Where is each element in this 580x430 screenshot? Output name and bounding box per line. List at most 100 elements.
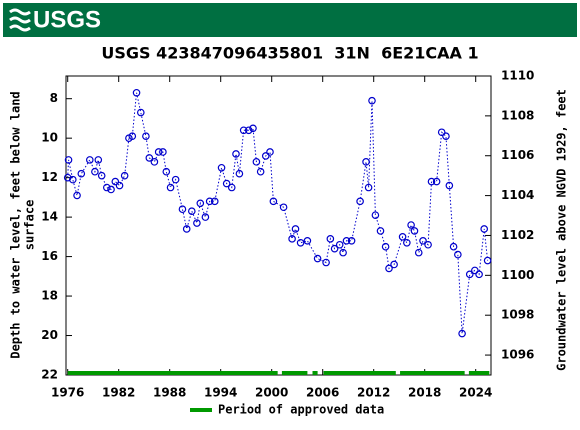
data-point — [432, 177, 441, 186]
x-tick-label: 1976 — [51, 386, 84, 400]
data-point — [296, 238, 305, 247]
data-point — [381, 242, 390, 251]
x-tick-label: 2006 — [306, 386, 339, 400]
y2-tick-label: 1100 — [501, 268, 534, 282]
data-point — [454, 250, 462, 259]
data-point — [249, 124, 257, 133]
data-point — [424, 240, 432, 249]
plot-frame — [65, 75, 492, 376]
approved-period — [312, 371, 318, 375]
data-point — [326, 235, 335, 243]
data-point — [239, 126, 248, 135]
y-tick-label: 10 — [41, 131, 58, 145]
data-point — [269, 197, 278, 206]
data-point — [347, 236, 356, 245]
data-point — [210, 197, 219, 206]
data-point — [137, 108, 145, 117]
data-point — [480, 225, 489, 233]
data-point — [261, 152, 270, 160]
data-point — [232, 150, 240, 158]
data-point — [390, 260, 398, 269]
data-point — [182, 225, 191, 233]
data-point — [217, 163, 226, 172]
x-tick-label: 2024 — [459, 386, 492, 400]
data-point — [107, 185, 115, 194]
data-point — [171, 175, 180, 184]
data-point — [364, 183, 373, 192]
data-point — [145, 154, 154, 162]
data-point — [115, 181, 124, 190]
data-point — [371, 211, 380, 219]
data-point — [178, 205, 187, 214]
data-point — [449, 242, 458, 251]
data-point — [475, 270, 483, 279]
data-point — [201, 213, 210, 221]
data-point — [266, 148, 274, 156]
x-tick-label: 2012 — [357, 386, 390, 400]
data-point — [291, 225, 300, 233]
y-tick-label: 12 — [41, 170, 58, 184]
data-point — [414, 248, 423, 257]
y2-axis-label: Groundwater level above NGVD 1929, feet — [555, 89, 569, 371]
y-tick-label: 14 — [41, 210, 58, 224]
data-point — [196, 199, 205, 208]
y2-tick-label: 1096 — [501, 348, 534, 362]
data-point — [91, 167, 99, 176]
data-point — [193, 219, 201, 227]
data-point — [128, 132, 137, 140]
data-point — [63, 173, 72, 182]
data-point — [73, 191, 81, 200]
y2-tick-label: 1102 — [501, 228, 534, 242]
data-point — [154, 148, 163, 156]
x-tick-label: 2000 — [255, 386, 288, 400]
y2-tick-label: 1098 — [501, 308, 534, 322]
legend-label: Period of approved data — [218, 403, 384, 417]
approved-period — [468, 371, 490, 375]
data-point — [252, 158, 261, 166]
data-point — [279, 203, 288, 212]
y2-tick-label: 1106 — [501, 148, 534, 162]
y-tick-label: 20 — [41, 328, 58, 342]
data-point — [222, 179, 231, 188]
data-point — [205, 197, 214, 206]
approved-period — [281, 371, 308, 375]
x-tick-label: 1988 — [153, 386, 186, 400]
data-point — [103, 183, 111, 192]
data-point — [256, 167, 265, 176]
data-point — [398, 233, 407, 241]
y2-tick-label: 1104 — [501, 188, 534, 202]
x-tick-label: 2018 — [408, 386, 441, 400]
data-point — [94, 156, 103, 164]
data-point — [458, 329, 466, 338]
data-point — [442, 132, 450, 140]
data-point — [288, 235, 296, 243]
data-point — [188, 207, 196, 215]
data-point — [244, 126, 253, 135]
approved-period — [400, 371, 465, 375]
data-point — [335, 240, 344, 249]
chart-title: USGS 423847096435801 31N 6E21CAA 1 — [101, 44, 478, 63]
data-point — [162, 167, 171, 176]
data-point — [97, 171, 106, 180]
data-point — [227, 183, 236, 192]
header-bar — [3, 3, 577, 37]
data-point — [77, 169, 86, 178]
y-tick-label: 22 — [41, 368, 58, 382]
y-tick-label: 18 — [41, 289, 58, 303]
data-point — [86, 156, 94, 164]
data-line — [67, 92, 489, 334]
y-tick-label: 16 — [41, 249, 58, 263]
y2-tick-label: 1110 — [501, 69, 534, 83]
data-point — [403, 238, 411, 247]
approved-period — [323, 371, 396, 375]
data-point — [339, 248, 347, 257]
y-axis-label: Depth to water level, feet below land — [9, 91, 23, 358]
data-point — [368, 96, 376, 105]
approved-period — [67, 371, 278, 375]
data-point — [142, 132, 150, 140]
logo-icon — [9, 8, 31, 32]
data-point — [159, 148, 167, 156]
x-tick-label: 1982 — [102, 386, 135, 400]
data-point — [64, 156, 73, 164]
